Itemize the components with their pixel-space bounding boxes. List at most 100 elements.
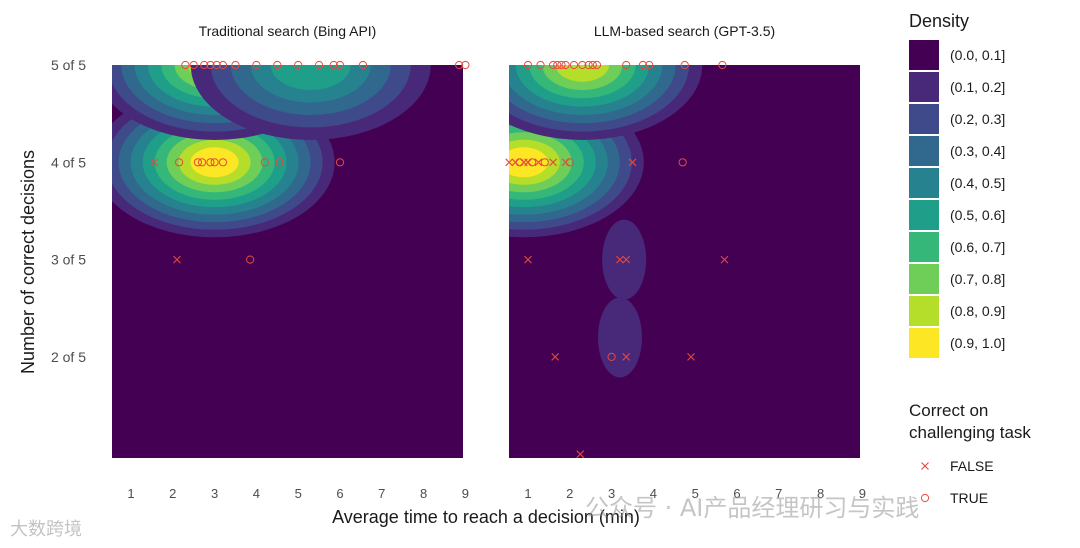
watermark-right: 公众号 · AI产品经理研习与实践 bbox=[585, 494, 920, 522]
density-legend-label: (0.3, 0.4] bbox=[950, 143, 1005, 159]
density-legend-label: (0.1, 0.2] bbox=[950, 79, 1005, 95]
data-point-true bbox=[607, 352, 616, 361]
data-point-true bbox=[200, 60, 209, 70]
x-tick-label: 3 bbox=[608, 486, 615, 501]
density-contour bbox=[270, 65, 351, 90]
x-tick-label: 5 bbox=[295, 486, 302, 501]
data-point-true bbox=[565, 158, 574, 167]
data-point-true bbox=[260, 158, 269, 167]
density-legend-label: (0.7, 0.8] bbox=[950, 271, 1005, 287]
data-point-true bbox=[584, 60, 593, 70]
data-point-true bbox=[218, 158, 228, 167]
data-point-true bbox=[523, 60, 533, 70]
density-legend-label: (0.2, 0.3] bbox=[950, 111, 1005, 127]
data-point-true bbox=[553, 60, 562, 70]
density-legend-label: (0.5, 0.6] bbox=[950, 207, 1005, 223]
data-point-true bbox=[588, 60, 597, 70]
x-tick-label: 1 bbox=[524, 486, 531, 501]
x-tick-label: 2 bbox=[566, 486, 573, 501]
panel-1-density bbox=[112, 65, 463, 458]
y-tick-label: 5 of 5 bbox=[51, 57, 86, 73]
density-legend-title: Density bbox=[909, 11, 969, 31]
data-point-true bbox=[645, 60, 654, 70]
density-legend-swatch bbox=[909, 104, 939, 134]
data-point-true bbox=[569, 60, 579, 70]
data-point-true bbox=[189, 60, 198, 70]
data-point-false bbox=[524, 255, 532, 264]
data-point-true bbox=[335, 60, 345, 70]
data-point-true bbox=[252, 60, 261, 70]
data-point-true bbox=[461, 60, 470, 70]
marker-legend-symbol-false bbox=[921, 462, 929, 470]
y-tick-label: 2 of 5 bbox=[51, 349, 86, 365]
marker-legend-title: challenging task bbox=[909, 423, 1031, 442]
density-legend-swatch bbox=[909, 168, 939, 198]
density-legend-swatch bbox=[909, 232, 939, 262]
panel-2-density bbox=[509, 65, 860, 458]
x-tick-label: 8 bbox=[817, 486, 824, 501]
data-point-false bbox=[687, 353, 695, 361]
data-point-true bbox=[528, 158, 537, 167]
density-legend-label: (0.6, 0.7] bbox=[950, 239, 1005, 255]
data-point-true bbox=[206, 158, 215, 167]
data-point-false bbox=[534, 158, 543, 167]
x-tick-label: 3 bbox=[211, 486, 218, 501]
data-point-true bbox=[174, 158, 184, 167]
data-point-false bbox=[549, 158, 557, 167]
data-point-false bbox=[551, 353, 560, 361]
data-point-false bbox=[505, 158, 514, 167]
density-legend-label: (0.8, 0.9] bbox=[950, 303, 1005, 319]
data-point-true bbox=[231, 60, 240, 70]
x-tick-label: 8 bbox=[420, 486, 427, 501]
density-legend: Density (0.0, 0.1] (0.1, 0.2] (0.2, 0.3] (0.… bbox=[909, 11, 1005, 358]
data-point-true bbox=[273, 60, 282, 70]
data-point-true bbox=[218, 60, 228, 70]
density-legend-swatch bbox=[909, 264, 939, 294]
data-point-true bbox=[455, 60, 464, 70]
data-point-true bbox=[212, 60, 221, 70]
data-point-true bbox=[638, 60, 648, 70]
density-legend-swatch bbox=[909, 40, 939, 70]
x-tick-label: 1 bbox=[127, 486, 134, 501]
data-point-true bbox=[561, 60, 570, 70]
y-tick-label: 3 of 5 bbox=[51, 252, 86, 268]
data-point-false bbox=[616, 255, 624, 264]
data-point-false bbox=[511, 158, 520, 167]
x-tick-label: 4 bbox=[650, 486, 657, 501]
data-point-true bbox=[592, 60, 602, 70]
marker-legend-label: FALSE bbox=[950, 458, 994, 474]
density-legend-swatch bbox=[909, 72, 939, 102]
data-point-false bbox=[173, 255, 181, 264]
data-point-false bbox=[628, 158, 637, 167]
data-point-true bbox=[622, 60, 631, 70]
panel-1-title: Traditional search (Bing API) bbox=[199, 23, 377, 39]
data-point-false bbox=[720, 255, 729, 264]
data-point-true bbox=[718, 60, 727, 70]
density-legend-swatch bbox=[909, 200, 939, 230]
density-legend-swatch bbox=[909, 328, 939, 358]
data-point-true bbox=[536, 60, 545, 70]
data-point-false bbox=[576, 450, 585, 459]
data-point-true bbox=[548, 60, 558, 70]
data-point-true bbox=[557, 60, 566, 70]
panel-1-points bbox=[150, 60, 470, 264]
marker-legend-title: Correct on bbox=[909, 401, 988, 420]
data-point-true bbox=[678, 158, 687, 167]
density-legend-label: (0.4, 0.5] bbox=[950, 175, 1005, 191]
x-tick-label: 9 bbox=[462, 486, 469, 501]
y-tick-label: 4 of 5 bbox=[51, 154, 86, 170]
density-contour bbox=[555, 65, 610, 82]
data-point-true bbox=[680, 60, 689, 70]
data-point-true bbox=[206, 60, 215, 70]
data-point-true bbox=[193, 158, 202, 167]
data-point-true bbox=[358, 60, 368, 70]
data-point-true bbox=[275, 158, 284, 167]
x-tick-label: 5 bbox=[692, 486, 699, 501]
density-legend-swatch bbox=[909, 296, 939, 326]
density-contour bbox=[602, 219, 647, 300]
data-point-false bbox=[622, 255, 631, 264]
data-point-true bbox=[540, 158, 549, 167]
x-tick-label: 4 bbox=[253, 486, 260, 501]
marker-legend: Correct on challenging task FALSE TRUE bbox=[909, 401, 1031, 506]
marker-legend-symbol-true bbox=[920, 493, 930, 503]
